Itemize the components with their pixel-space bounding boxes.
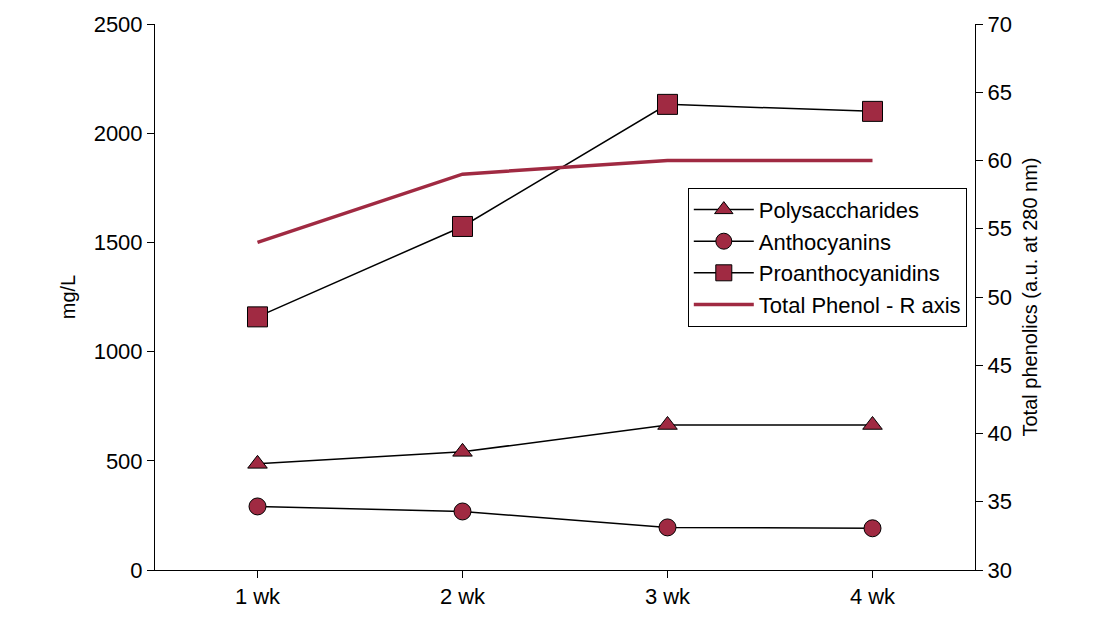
svg-text:70: 70 [987, 12, 1011, 37]
svg-text:3 wk: 3 wk [645, 584, 691, 609]
svg-text:40: 40 [987, 421, 1011, 446]
svg-text:1500: 1500 [94, 230, 143, 255]
svg-text:mg/L: mg/L [57, 275, 79, 319]
svg-text:50: 50 [987, 285, 1011, 310]
svg-text:Total phenolics (a.u. at 280 n: Total phenolics (a.u. at 280 nm) [1019, 157, 1041, 436]
svg-text:4 wk: 4 wk [850, 584, 896, 609]
svg-text:65: 65 [987, 80, 1011, 105]
svg-text:1000: 1000 [94, 339, 143, 364]
svg-text:1 wk: 1 wk [235, 584, 281, 609]
svg-text:Total Phenol - R axis: Total Phenol - R axis [759, 293, 961, 318]
svg-text:2500: 2500 [94, 12, 143, 37]
svg-text:60: 60 [987, 148, 1011, 173]
svg-text:2 wk: 2 wk [440, 584, 486, 609]
svg-text:30: 30 [987, 558, 1011, 583]
svg-text:35: 35 [987, 489, 1011, 514]
svg-text:45: 45 [987, 353, 1011, 378]
svg-text:2000: 2000 [94, 121, 143, 146]
svg-text:Proanthocyanidins: Proanthocyanidins [759, 261, 940, 286]
svg-text:Polysaccharides: Polysaccharides [759, 198, 919, 223]
svg-text:Anthocyanins: Anthocyanins [759, 230, 891, 255]
svg-text:0: 0 [130, 558, 142, 583]
svg-text:55: 55 [987, 216, 1011, 241]
svg-text:500: 500 [106, 449, 143, 474]
